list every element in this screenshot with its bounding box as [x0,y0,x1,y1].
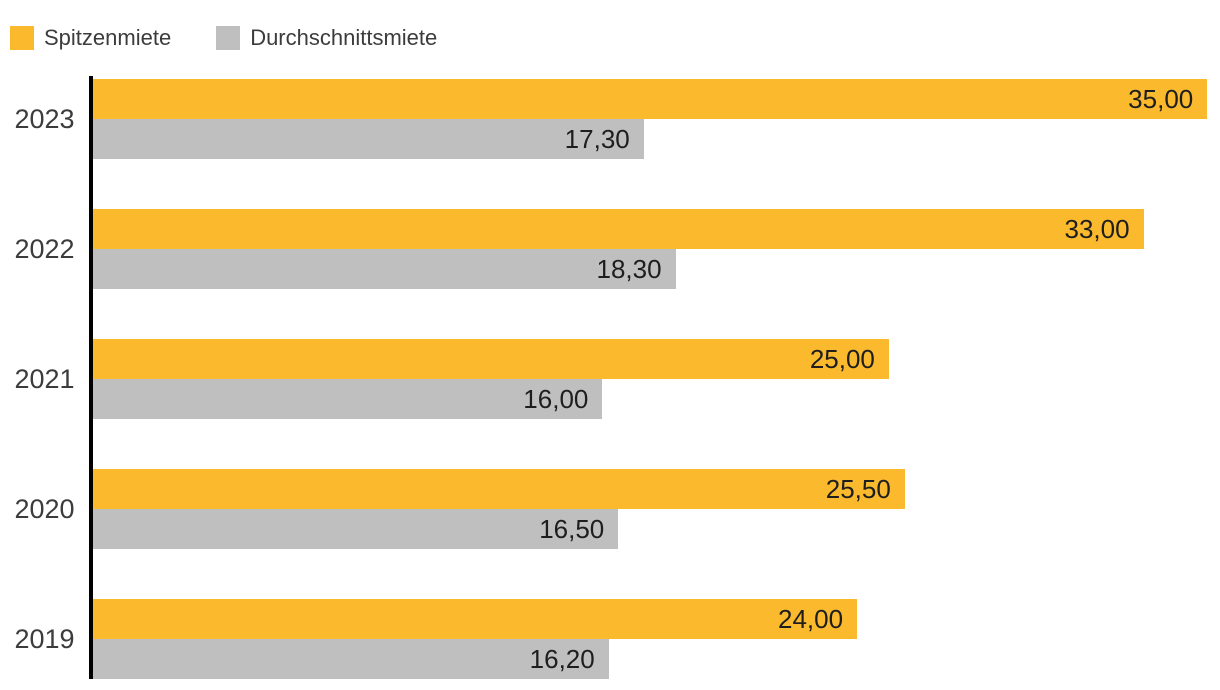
year-label: 2022 [14,233,75,264]
legend-label: Durchschnittsmiete [250,24,438,50]
bar-value-label: 35,00 [1128,84,1194,114]
legend-item-spitzenmiete: Spitzenmiete [10,25,171,51]
year-label: 2021 [14,363,75,394]
legend-label: Spitzenmiete [44,24,172,50]
bar-group: 33,00 18,30 [93,209,1220,289]
primary-bar: 25,50 [93,469,905,509]
bar-group: 25,00 16,00 [93,339,1220,419]
bar-value-label: 25,50 [825,474,891,504]
secondary-bar: 17,30 [93,119,644,159]
legend: Spitzenmiete Durchschnittsmiete [10,25,1220,50]
year-label: 2019 [14,623,75,654]
bar-value-label: 33,00 [1064,214,1130,244]
secondary-bar: 18,30 [93,249,676,289]
y-axis-line [89,76,93,679]
spitzenmiete-swatch-icon [10,25,34,50]
bar-value-label: 16,20 [529,644,595,674]
bar-value-label: 16,00 [523,384,589,414]
chart: 2023 35,00 17,30 2022 33,00 18,30 2021 2… [0,76,1220,679]
chart-row: 2022 33,00 18,30 [0,209,1220,289]
durchschnittsmiete-swatch-icon [216,25,241,50]
primary-bar: 25,00 [93,339,889,379]
legend-item-durchschnittsmiete: Durchschnittsmiete [216,25,437,51]
bar-value-label: 16,50 [539,514,605,544]
secondary-bar: 16,00 [93,379,603,419]
primary-bar: 24,00 [93,599,858,639]
chart-rows: 2023 35,00 17,30 2022 33,00 18,30 2021 2… [0,79,1220,679]
chart-row: 2023 35,00 17,30 [0,79,1220,159]
bar-value-label: 17,30 [564,124,630,154]
bar-value-label: 25,00 [809,344,875,374]
year-label: 2023 [14,103,75,134]
chart-row: 2020 25,50 16,50 [0,469,1220,549]
bar-group: 35,00 17,30 [93,79,1220,159]
bar-value-label: 24,00 [777,604,844,634]
bar-group: 25,50 16,50 [93,469,1220,549]
bar-value-label: 18,30 [596,254,662,284]
year-label: 2020 [14,493,75,524]
secondary-bar: 16,50 [93,509,619,549]
chart-row: 2019 24,00 16,20 [0,599,1220,679]
primary-bar: 35,00 [93,79,1208,119]
secondary-bar: 16,20 [93,639,609,679]
bar-group: 24,00 16,20 [93,599,1220,679]
primary-bar: 33,00 [93,209,1144,249]
chart-row: 2021 25,00 16,00 [0,339,1220,419]
